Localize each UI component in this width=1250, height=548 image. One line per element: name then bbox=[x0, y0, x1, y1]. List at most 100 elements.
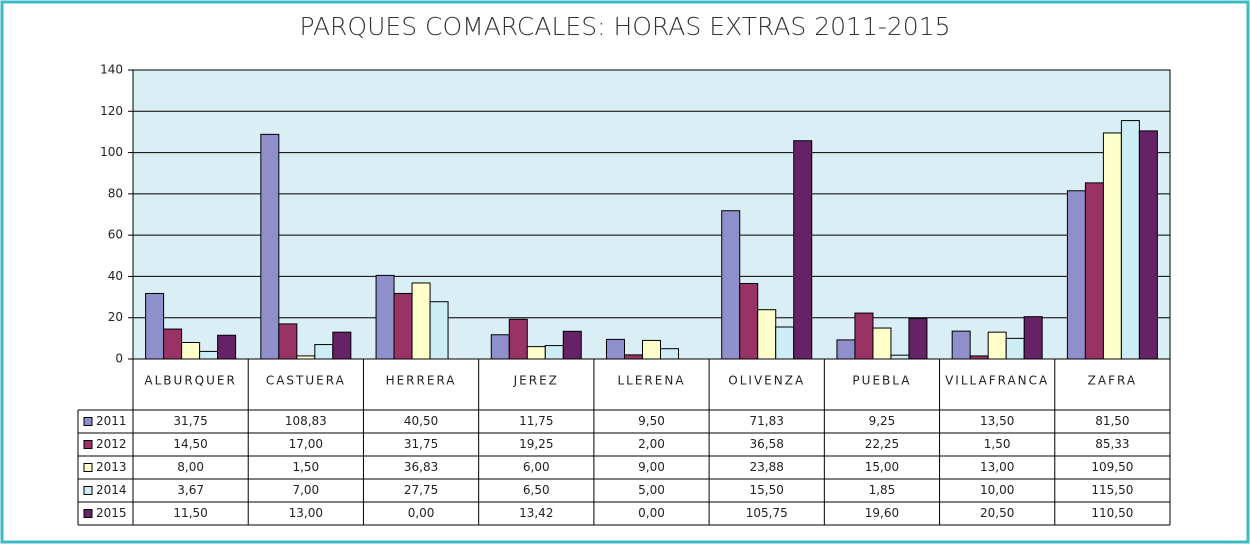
legend-label: 2011 bbox=[96, 414, 127, 428]
bar bbox=[890, 354, 910, 360]
bar bbox=[217, 334, 237, 360]
bar bbox=[1005, 337, 1025, 360]
bar bbox=[908, 318, 928, 360]
table-value: 20,50 bbox=[980, 506, 1014, 520]
bar bbox=[739, 282, 759, 360]
table-value: 27,75 bbox=[404, 483, 438, 497]
x-tick-label: PUEBLA bbox=[852, 374, 911, 388]
bar bbox=[562, 330, 582, 360]
bar bbox=[181, 341, 201, 360]
table-value: 108,83 bbox=[285, 414, 327, 428]
bar bbox=[872, 327, 892, 360]
x-tick-label: ALBURQUER bbox=[144, 374, 236, 388]
legend-swatch bbox=[83, 486, 93, 495]
table-value: 40,50 bbox=[404, 414, 438, 428]
table-value: 14,50 bbox=[173, 437, 207, 451]
y-tick-label: 0 bbox=[115, 352, 123, 366]
bar bbox=[508, 318, 528, 360]
table-value: 0,00 bbox=[638, 506, 665, 520]
table-value: 15,50 bbox=[750, 483, 784, 497]
y-tick-label: 100 bbox=[100, 145, 123, 159]
table-value: 13,42 bbox=[519, 506, 553, 520]
table-value: 15,00 bbox=[865, 460, 899, 474]
bar bbox=[375, 274, 395, 360]
x-tick-label: ZAFRA bbox=[1088, 374, 1137, 388]
bar bbox=[199, 350, 219, 360]
bar bbox=[793, 140, 813, 360]
table-value: 31,75 bbox=[404, 437, 438, 451]
table-value: 19,60 bbox=[865, 506, 899, 520]
bar bbox=[721, 210, 741, 360]
table-value: 1,50 bbox=[984, 437, 1011, 451]
legend-label: 2015 bbox=[96, 506, 127, 520]
table-value: 1,85 bbox=[869, 483, 896, 497]
bar bbox=[854, 312, 874, 360]
table-value: 9,50 bbox=[638, 414, 665, 428]
table-value: 6,00 bbox=[523, 460, 550, 474]
legend-swatch bbox=[83, 509, 93, 518]
table-value: 109,50 bbox=[1091, 460, 1133, 474]
bar bbox=[314, 344, 334, 360]
table-value: 10,00 bbox=[980, 483, 1014, 497]
bar bbox=[526, 346, 546, 360]
table-value: 2,00 bbox=[638, 437, 665, 451]
plot-area bbox=[132, 69, 1171, 360]
y-tick-label: 60 bbox=[108, 228, 123, 242]
legend-swatch bbox=[83, 417, 93, 426]
y-tick-label: 120 bbox=[100, 104, 123, 118]
table-value: 115,50 bbox=[1091, 483, 1133, 497]
table-value: 71,83 bbox=[750, 414, 784, 428]
table-value: 31,75 bbox=[173, 414, 207, 428]
bar bbox=[163, 328, 183, 360]
bar bbox=[642, 339, 661, 360]
bar bbox=[145, 292, 165, 360]
table-value: 9,00 bbox=[638, 460, 665, 474]
table-value: 9,25 bbox=[869, 414, 896, 428]
bar bbox=[278, 323, 298, 360]
table-value: 13,00 bbox=[980, 460, 1014, 474]
legend-label: 2013 bbox=[96, 460, 127, 474]
y-tick-label: 140 bbox=[100, 63, 123, 77]
legend-swatch bbox=[83, 463, 93, 472]
table-value: 110,50 bbox=[1091, 506, 1133, 520]
table-value: 13,50 bbox=[980, 414, 1014, 428]
bar bbox=[660, 348, 679, 360]
table-value: 36,83 bbox=[404, 460, 438, 474]
table-value: 13,00 bbox=[289, 506, 323, 520]
table-value: 105,75 bbox=[746, 506, 788, 520]
bar bbox=[1120, 120, 1140, 360]
x-tick-label: CASTUERA bbox=[266, 374, 346, 388]
table-value: 81,50 bbox=[1095, 414, 1129, 428]
legend-label: 2014 bbox=[96, 483, 127, 497]
bar bbox=[332, 331, 352, 360]
y-tick-label: 40 bbox=[108, 269, 123, 283]
table-value: 36,58 bbox=[750, 437, 784, 451]
table-value: 5,00 bbox=[638, 483, 665, 497]
x-tick-label: HERRERA bbox=[386, 374, 457, 388]
bar bbox=[624, 354, 643, 360]
y-tick-label: 80 bbox=[108, 186, 123, 200]
bar bbox=[1066, 190, 1086, 360]
y-tick-label: 20 bbox=[108, 310, 123, 324]
table-value: 3,67 bbox=[177, 483, 204, 497]
bar bbox=[1023, 316, 1043, 360]
x-tick-label: OLIVENZA bbox=[728, 374, 805, 388]
bar bbox=[411, 282, 431, 360]
bar bbox=[1102, 132, 1122, 360]
x-tick-label: LLERENA bbox=[617, 374, 685, 388]
table-value: 17,00 bbox=[289, 437, 323, 451]
table-value: 19,25 bbox=[519, 437, 553, 451]
legend-swatch bbox=[83, 440, 93, 449]
bar bbox=[260, 133, 280, 360]
table-value: 8,00 bbox=[177, 460, 204, 474]
table-value: 11,50 bbox=[173, 506, 207, 520]
table-value: 85,33 bbox=[1095, 437, 1129, 451]
bar bbox=[951, 330, 971, 360]
x-tick-label: JEREZ bbox=[513, 374, 559, 388]
bar bbox=[544, 345, 564, 360]
table-value: 6,50 bbox=[523, 483, 550, 497]
bar bbox=[775, 326, 795, 360]
x-tick-label: VILLAFRANCA bbox=[945, 374, 1049, 388]
table-value: 11,75 bbox=[519, 414, 553, 428]
